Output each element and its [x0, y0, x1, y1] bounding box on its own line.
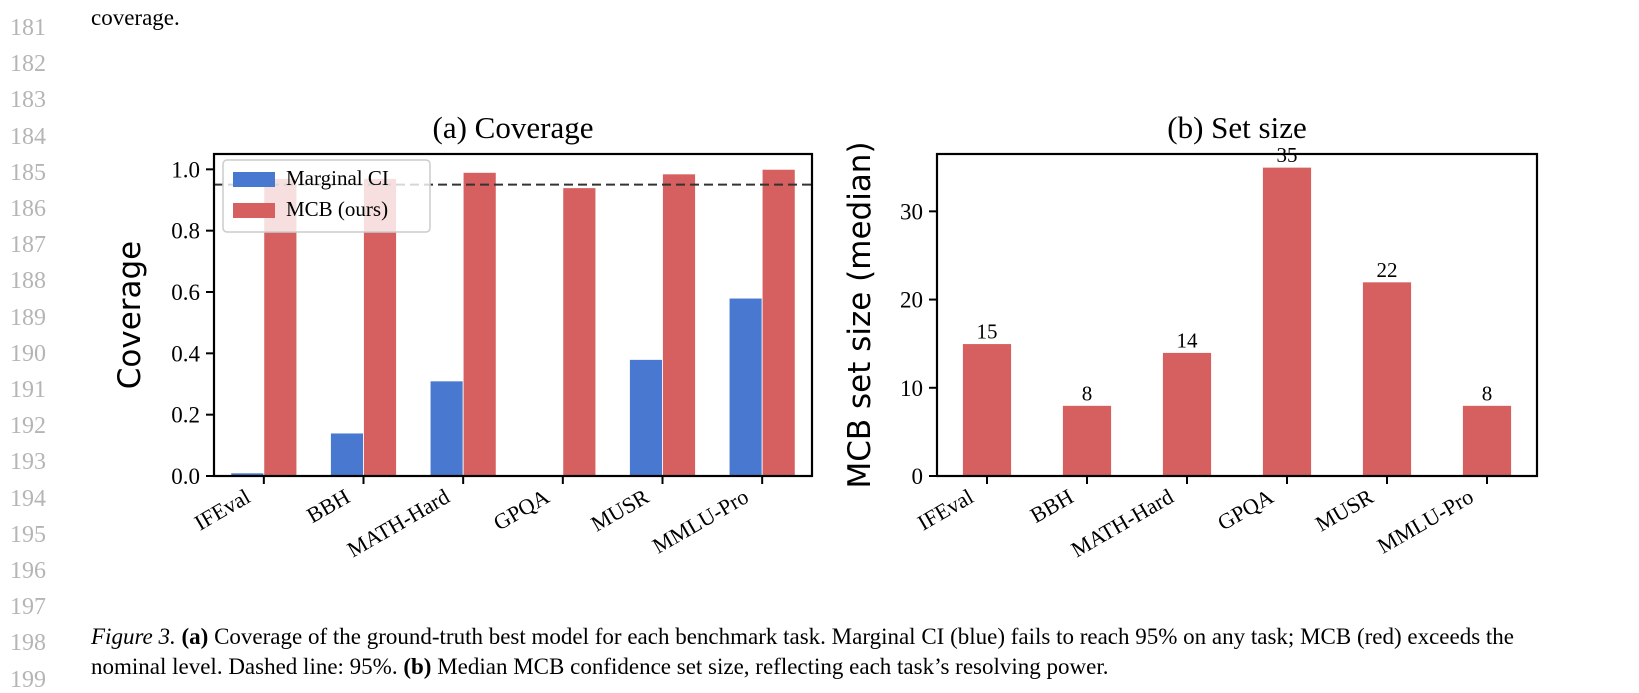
- line-number: 198: [10, 630, 46, 657]
- caption-label: Figure 3.: [91, 624, 176, 649]
- y-tick-label: 0.4: [171, 341, 200, 366]
- y-axis-label: Coverage: [112, 241, 148, 390]
- caption-b-text: Median MCB confidence set size, reflecti…: [437, 654, 1109, 679]
- axes-frame: [212, 152, 814, 478]
- y-tick-label: 1.0: [171, 157, 200, 182]
- data-label: 8: [1082, 381, 1093, 405]
- y-tick-label: 20: [900, 288, 923, 313]
- bar: [1162, 352, 1212, 477]
- line-number: 188: [10, 268, 46, 295]
- bar: [629, 359, 663, 477]
- y-tick-label: 0.6: [171, 280, 200, 305]
- legend-swatch: [233, 172, 275, 187]
- legend-swatch: [233, 203, 275, 218]
- chart-title: (a) Coverage: [433, 110, 594, 145]
- x-tick-label: MATH-Hard: [1067, 484, 1178, 562]
- line-number: 194: [10, 485, 46, 512]
- x-tick-label: MUSR: [586, 484, 653, 537]
- line-number: 191: [10, 377, 46, 403]
- x-tick-label: BBH: [302, 484, 354, 528]
- line-number: 182: [10, 51, 46, 78]
- line-number: 193: [10, 449, 46, 476]
- chart-title: (b) Set size: [1167, 110, 1306, 145]
- bar: [462, 171, 497, 477]
- bar: [761, 168, 796, 477]
- line-number: 181: [10, 15, 46, 41]
- line-number: 199: [10, 666, 46, 693]
- legend-entry: Marginal CI: [286, 166, 389, 190]
- y-tick-label: 0: [912, 464, 924, 489]
- x-tick-label: MATH-Hard: [343, 484, 454, 562]
- data-label: 14: [1177, 328, 1199, 352]
- y-axis-label: MCB set size (median): [842, 141, 878, 488]
- x-tick-label: GPQA: [489, 484, 553, 536]
- line-number: 197: [10, 594, 46, 621]
- line-number: 184: [10, 123, 46, 150]
- line-number: 187: [10, 232, 46, 259]
- bar: [662, 173, 696, 477]
- set-size-panel: (b) Set size MCB set size (median) 15 8 14 35…: [842, 110, 1539, 562]
- data-label: 22: [1377, 258, 1398, 282]
- bar: [1362, 281, 1412, 477]
- bar: [1462, 405, 1512, 477]
- line-number: 196: [10, 558, 46, 584]
- line-number: 186: [10, 196, 46, 222]
- coverage-panel: (a) Coverage Coverage 0.0 0.2 0.4 0.6 0.8 1.0 IF…: [112, 110, 814, 562]
- line-number: 185: [10, 159, 46, 186]
- x-tick-label: MMLU-Pro: [1373, 484, 1478, 559]
- line-number: 183: [10, 87, 46, 114]
- y-tick-label: 10: [900, 376, 923, 401]
- caption-b-marker: (b): [403, 654, 432, 679]
- y-tick-label: 0.2: [171, 403, 200, 428]
- x-tick-label: GPQA: [1213, 484, 1277, 536]
- caption-a-marker: (a): [181, 624, 209, 649]
- line-number: 190: [10, 340, 46, 367]
- bar: [962, 343, 1012, 477]
- figure-caption: Figure 3. (a) Coverage of the ground-tru…: [91, 622, 1591, 682]
- bar: [1262, 166, 1312, 477]
- line-number: 192: [10, 413, 46, 440]
- legend-entry: MCB (ours): [286, 197, 388, 221]
- caption-a-text: Coverage of the ground-truth best model …: [91, 624, 1515, 679]
- bar: [728, 297, 763, 477]
- data-label: 35: [1277, 143, 1298, 167]
- axes-frame: [935, 152, 1539, 478]
- x-tick-label: IFEval: [190, 484, 254, 536]
- line-number: 195: [10, 521, 46, 548]
- x-tick-label: BBH: [1026, 484, 1078, 528]
- line-number: 189: [10, 304, 46, 331]
- bar: [1062, 405, 1112, 477]
- y-tick-label: 0.0: [171, 464, 200, 489]
- x-tick-label: MMLU-Pro: [648, 484, 753, 559]
- x-tick-label: IFEval: [913, 484, 977, 536]
- y-tick-label: 30: [900, 199, 923, 224]
- data-label: 8: [1482, 381, 1493, 405]
- data-label: 15: [977, 320, 998, 344]
- bar: [330, 432, 364, 477]
- y-tick-label: 0.8: [171, 219, 200, 244]
- figure: (a) Coverage Coverage 0.0 0.2 0.4 0.6 0.8 1.0 IF…: [112, 110, 1539, 562]
- bar: [562, 187, 597, 477]
- bar: [429, 380, 464, 477]
- x-tick-label: MUSR: [1311, 484, 1378, 537]
- top-text: coverage.: [91, 5, 180, 30]
